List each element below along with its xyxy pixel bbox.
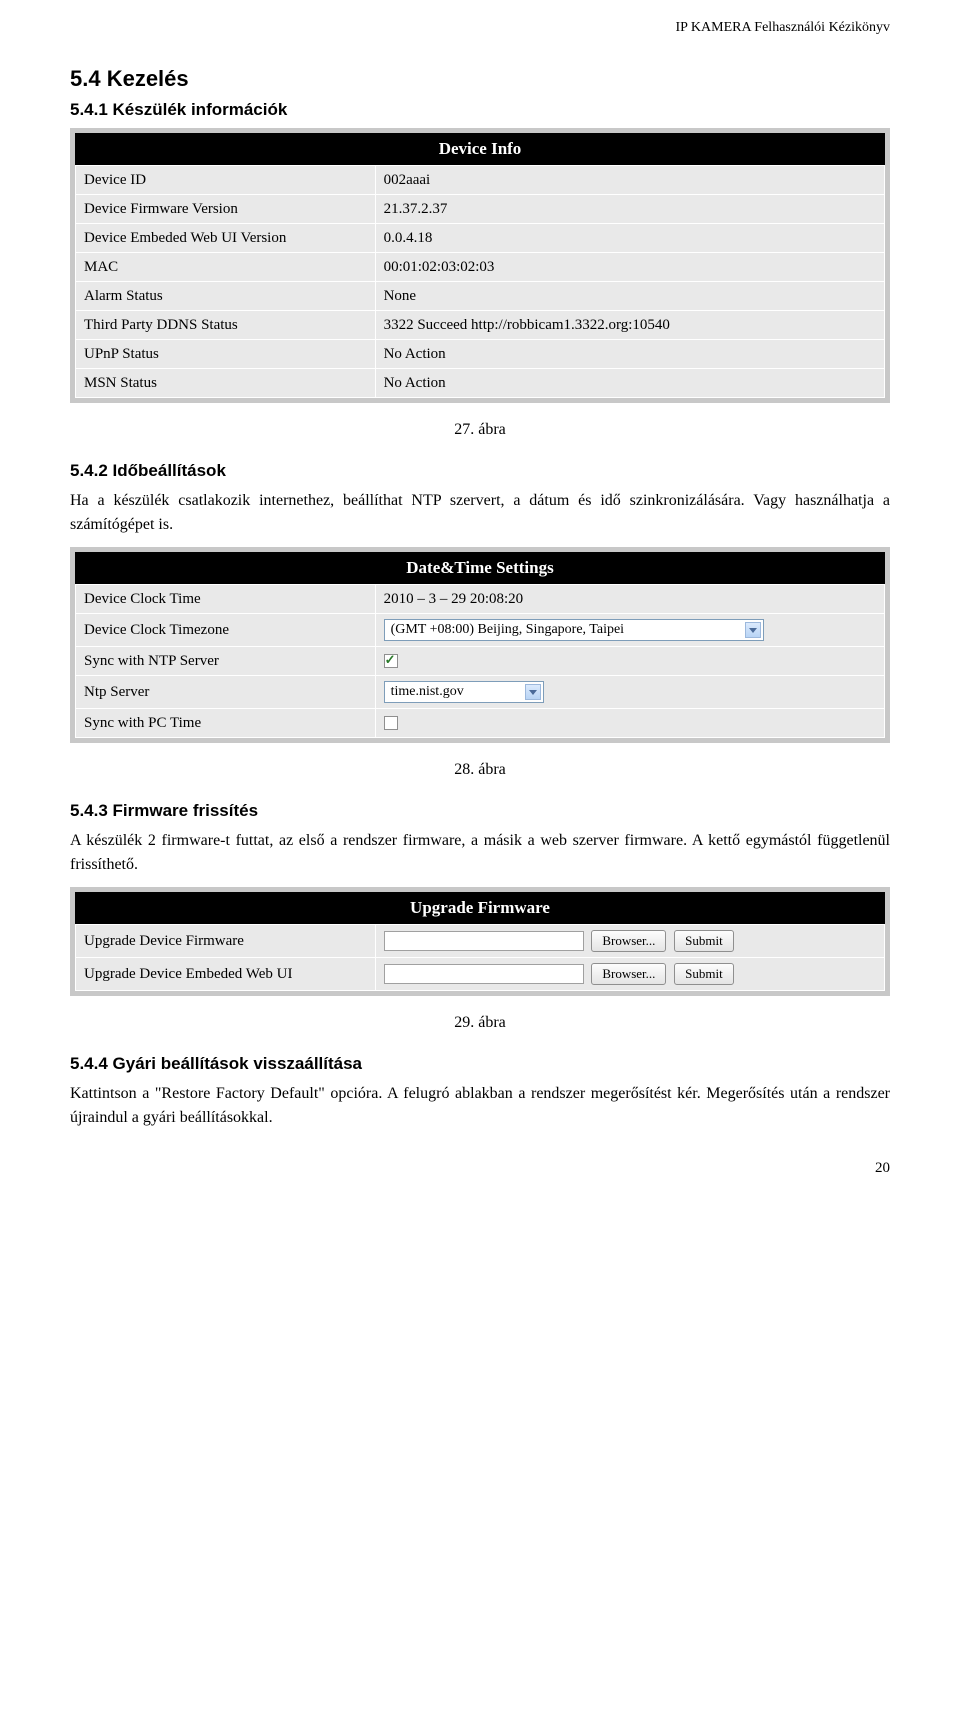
sync-pc-label: Sync with PC Time [76, 709, 375, 737]
table-row: Device ID002aaai [76, 166, 884, 194]
caption-28: 28. ábra [70, 761, 890, 779]
submit-button[interactable]: Submit [674, 963, 734, 985]
upgrade-fw-cell: Browser... Submit [376, 925, 884, 957]
row-value: 0.0.4.18 [376, 224, 884, 252]
row-value: 21.37.2.37 [376, 195, 884, 223]
upgrade-fw-label: Upgrade Device Firmware [76, 925, 375, 957]
paragraph-5-4-4: Kattintson a "Restore Factory Default" o… [70, 1082, 890, 1130]
ntp-server-select-text: time.nist.gov [391, 684, 521, 700]
table-row: Ntp Server time.nist.gov [76, 676, 884, 708]
row-label: Device Embeded Web UI Version [76, 224, 375, 252]
table-row: Alarm StatusNone [76, 282, 884, 310]
upgrade-banner: Upgrade Firmware [75, 892, 885, 924]
heading-5-4-1: 5.4.1 Készülék információk [70, 100, 890, 120]
page-number: 20 [70, 1160, 890, 1177]
upgrade-webui-cell: Browser... Submit [376, 958, 884, 990]
table-row: Device Clock Timezone (GMT +08:00) Beiji… [76, 614, 884, 646]
browse-button[interactable]: Browser... [591, 930, 666, 952]
datetime-panel: Date&Time Settings Device Clock Time 201… [70, 547, 890, 743]
row-label: Third Party DDNS Status [76, 311, 375, 339]
paragraph-5-4-2: Ha a készülék csatlakozik internethez, b… [70, 489, 890, 537]
timezone-select[interactable]: (GMT +08:00) Beijing, Singapore, Taipei [384, 619, 764, 641]
ntp-server-select[interactable]: time.nist.gov [384, 681, 544, 703]
upgrade-panel: Upgrade Firmware Upgrade Device Firmware… [70, 887, 890, 996]
table-row: MSN StatusNo Action [76, 369, 884, 397]
row-label: MSN Status [76, 369, 375, 397]
sync-ntp-cell [376, 647, 884, 675]
table-row: Sync with PC Time [76, 709, 884, 737]
browse-button[interactable]: Browser... [591, 963, 666, 985]
sync-pc-cell [376, 709, 884, 737]
table-row: MAC00:01:02:03:02:03 [76, 253, 884, 281]
datetime-banner: Date&Time Settings [75, 552, 885, 584]
heading-5-4-2: 5.4.2 Időbeállítások [70, 461, 890, 481]
row-value: 002aaai [376, 166, 884, 194]
ntp-server-label: Ntp Server [76, 676, 375, 708]
submit-button[interactable]: Submit [674, 930, 734, 952]
table-row: UPnP StatusNo Action [76, 340, 884, 368]
table-row: Upgrade Device Firmware Browser... Submi… [76, 925, 884, 957]
sync-ntp-label: Sync with NTP Server [76, 647, 375, 675]
clock-time-label: Device Clock Time [76, 585, 375, 613]
caption-29: 29. ábra [70, 1014, 890, 1032]
row-label: Device ID [76, 166, 375, 194]
row-value: No Action [376, 340, 884, 368]
device-info-panel: Device Info Device ID002aaai Device Firm… [70, 128, 890, 403]
paragraph-5-4-3: A készülék 2 firmware-t futtat, az első … [70, 829, 890, 877]
device-info-table: Device ID002aaai Device Firmware Version… [75, 165, 885, 398]
upgrade-webui-input[interactable] [384, 964, 584, 984]
timezone-select-text: (GMT +08:00) Beijing, Singapore, Taipei [391, 622, 741, 638]
chevron-down-icon [525, 684, 541, 700]
upgrade-table: Upgrade Device Firmware Browser... Submi… [75, 924, 885, 991]
heading-5-4-4: 5.4.4 Gyári beállítások visszaállítása [70, 1054, 890, 1074]
row-value: 3322 Succeed http://robbicam1.3322.org:1… [376, 311, 884, 339]
timezone-label: Device Clock Timezone [76, 614, 375, 646]
table-row: Device Firmware Version21.37.2.37 [76, 195, 884, 223]
row-label: Device Firmware Version [76, 195, 375, 223]
doc-header: IP KAMERA Felhasználói Kézikönyv [70, 20, 890, 36]
caption-27: 27. ábra [70, 421, 890, 439]
heading-5-4: 5.4 Kezelés [70, 66, 890, 92]
clock-time-value: 2010 – 3 – 29 20:08:20 [376, 585, 884, 613]
table-row: Upgrade Device Embeded Web UI Browser...… [76, 958, 884, 990]
row-label: UPnP Status [76, 340, 375, 368]
row-value: No Action [376, 369, 884, 397]
row-label: Alarm Status [76, 282, 375, 310]
datetime-table: Device Clock Time 2010 – 3 – 29 20:08:20… [75, 584, 885, 738]
chevron-down-icon [745, 622, 761, 638]
heading-5-4-3: 5.4.3 Firmware frissítés [70, 801, 890, 821]
table-row: Sync with NTP Server [76, 647, 884, 675]
row-value: None [376, 282, 884, 310]
device-info-banner: Device Info [75, 133, 885, 165]
ntp-server-cell: time.nist.gov [376, 676, 884, 708]
sync-ntp-checkbox[interactable] [384, 654, 398, 668]
upgrade-fw-input[interactable] [384, 931, 584, 951]
table-row: Device Embeded Web UI Version0.0.4.18 [76, 224, 884, 252]
table-row: Device Clock Time 2010 – 3 – 29 20:08:20 [76, 585, 884, 613]
row-value: 00:01:02:03:02:03 [376, 253, 884, 281]
table-row: Third Party DDNS Status3322 Succeed http… [76, 311, 884, 339]
timezone-cell: (GMT +08:00) Beijing, Singapore, Taipei [376, 614, 884, 646]
sync-pc-checkbox[interactable] [384, 716, 398, 730]
row-label: MAC [76, 253, 375, 281]
upgrade-webui-label: Upgrade Device Embeded Web UI [76, 958, 375, 990]
